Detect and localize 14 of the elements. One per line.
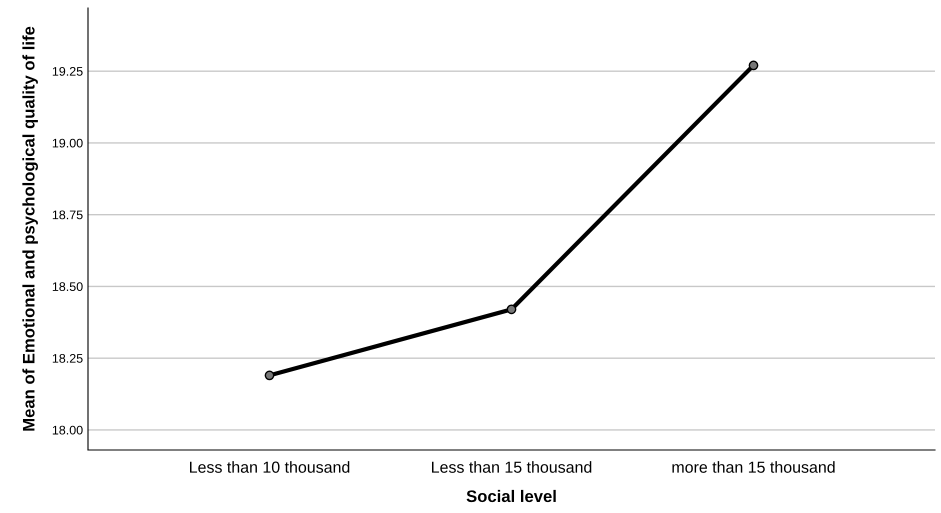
y-tick-label: 19.25 — [52, 66, 83, 76]
y-tick-label: 18.75 — [52, 210, 83, 220]
x-axis-title: Social level — [466, 490, 556, 502]
y-tick-label: 19.00 — [52, 138, 83, 148]
point — [748, 60, 758, 70]
y-axis-title: Mean of Emotional and psychological quality of life — [22, 26, 38, 431]
point — [506, 304, 516, 314]
y-tick-label: 18.50 — [52, 282, 83, 292]
x-tick-label: Less than 10 thousand — [190, 461, 350, 473]
y-tick-label: 18.25 — [52, 354, 83, 363]
x-tick-label: more than 15 thousand — [672, 461, 835, 473]
point — [264, 370, 274, 380]
y-tick-label: 18.00 — [52, 426, 83, 435]
x-tick-label: Less than 15 thousand — [432, 461, 592, 473]
